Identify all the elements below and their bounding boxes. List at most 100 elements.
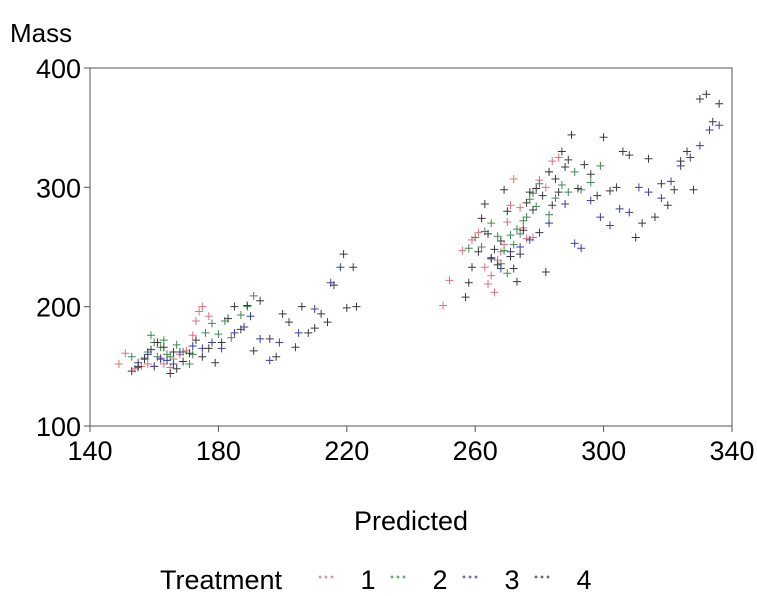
data-point-series-4 bbox=[593, 191, 602, 200]
legend-label-series-4: 4 bbox=[576, 565, 591, 595]
data-point-series-2 bbox=[172, 340, 181, 349]
data-point-series-1 bbox=[143, 359, 152, 368]
data-point-series-4 bbox=[573, 184, 582, 193]
data-point-series-1 bbox=[516, 203, 525, 212]
data-point-series-1 bbox=[554, 153, 563, 162]
data-point-series-2 bbox=[227, 333, 236, 342]
legend-marker-series-2 bbox=[402, 575, 406, 579]
legend-marker-series-2 bbox=[390, 575, 394, 579]
data-point-series-4 bbox=[695, 95, 704, 104]
data-point-series-4 bbox=[564, 155, 573, 164]
legend-marker-series-1 bbox=[318, 575, 322, 579]
legend-marker-series-3 bbox=[468, 575, 472, 579]
data-point-series-4 bbox=[516, 250, 525, 259]
data-point-series-4 bbox=[480, 200, 489, 209]
data-point-series-3 bbox=[294, 328, 303, 337]
data-point-series-3 bbox=[150, 362, 159, 371]
data-point-series-4 bbox=[323, 318, 332, 327]
data-point-series-2 bbox=[577, 185, 586, 194]
data-point-series-4 bbox=[519, 226, 528, 235]
data-point-series-2 bbox=[522, 213, 531, 222]
data-point-series-4 bbox=[670, 185, 679, 194]
data-point-series-4 bbox=[211, 358, 220, 367]
data-point-series-3 bbox=[715, 121, 724, 130]
data-point-series-4 bbox=[702, 90, 711, 99]
data-point-series-3 bbox=[577, 244, 586, 253]
data-point-series-4 bbox=[146, 345, 155, 354]
data-point-series-4 bbox=[217, 338, 226, 347]
data-point-series-4 bbox=[477, 214, 486, 223]
data-point-series-4 bbox=[506, 252, 515, 261]
legend-marker-series-1 bbox=[330, 575, 334, 579]
data-point-series-2 bbox=[564, 188, 573, 197]
y-tick-label: 200 bbox=[36, 293, 81, 323]
data-point-series-1 bbox=[458, 246, 467, 255]
data-point-series-4 bbox=[291, 343, 300, 352]
data-point-series-3 bbox=[310, 305, 319, 314]
data-point-series-3 bbox=[705, 126, 714, 135]
data-point-series-4 bbox=[528, 206, 537, 215]
data-point-series-3 bbox=[667, 177, 676, 186]
data-point-series-2 bbox=[214, 330, 223, 339]
data-point-series-2 bbox=[185, 359, 194, 368]
data-point-series-4 bbox=[265, 334, 274, 343]
y-tick-label: 400 bbox=[36, 54, 81, 84]
data-point-series-2 bbox=[249, 291, 258, 300]
data-point-series-4 bbox=[490, 245, 499, 254]
x-tick-label: 180 bbox=[196, 436, 241, 466]
data-point-series-4 bbox=[179, 357, 188, 366]
x-tick-label: 260 bbox=[453, 436, 498, 466]
data-point-series-4 bbox=[159, 343, 168, 352]
data-point-series-3 bbox=[657, 194, 666, 203]
data-point-series-3 bbox=[606, 221, 615, 230]
data-point-series-2 bbox=[166, 352, 175, 361]
data-point-series-3 bbox=[516, 243, 525, 251]
data-point-series-2 bbox=[525, 195, 534, 204]
data-point-series-2 bbox=[236, 311, 245, 320]
data-point-series-3 bbox=[625, 208, 634, 217]
data-point-series-1 bbox=[204, 312, 213, 321]
data-point-series-3 bbox=[695, 141, 704, 150]
data-point-series-3 bbox=[265, 356, 274, 365]
data-point-series-2 bbox=[159, 336, 168, 345]
data-point-series-4 bbox=[496, 237, 505, 246]
data-point-series-2 bbox=[519, 216, 528, 225]
axis-ticks: 140 180 220 260 300 340 100 200 300 400 bbox=[36, 54, 755, 466]
data-point-series-4 bbox=[461, 293, 470, 302]
data-point-series-1 bbox=[159, 359, 168, 368]
legend-marker-series-1 bbox=[324, 575, 328, 579]
data-point-series-4 bbox=[657, 179, 666, 188]
legend-marker-series-3 bbox=[462, 575, 466, 579]
data-point-series-4 bbox=[256, 296, 265, 305]
data-point-series-4 bbox=[185, 349, 194, 358]
data-point-series-4 bbox=[339, 250, 348, 259]
data-point-series-1 bbox=[480, 263, 489, 272]
data-point-series-4 bbox=[538, 191, 547, 200]
data-point-series-4 bbox=[464, 278, 473, 287]
data-point-series-1 bbox=[445, 276, 454, 285]
data-point-series-3 bbox=[207, 338, 216, 347]
legend-marker-series-4 bbox=[540, 575, 544, 579]
data-point-series-4 bbox=[278, 309, 287, 318]
data-point-series-4 bbox=[535, 228, 544, 237]
data-point-series-3 bbox=[156, 355, 165, 364]
data-point-series-4 bbox=[554, 188, 563, 197]
data-point-series-2 bbox=[464, 244, 473, 253]
data-point-series-2 bbox=[516, 229, 525, 238]
x-tick-label: 340 bbox=[709, 436, 754, 466]
data-point-series-4 bbox=[493, 260, 502, 269]
data-point-series-4 bbox=[512, 277, 521, 286]
data-point-series-4 bbox=[708, 117, 717, 126]
data-point-series-2 bbox=[477, 243, 486, 251]
data-point-series-2 bbox=[509, 240, 518, 249]
data-point-series-2 bbox=[528, 189, 537, 198]
data-point-series-4 bbox=[153, 338, 162, 347]
data-point-series-4 bbox=[561, 163, 570, 172]
data-point-series-2 bbox=[586, 178, 595, 187]
data-point-series-4 bbox=[509, 264, 518, 273]
data-point-series-1 bbox=[198, 302, 207, 311]
data-point-series-2 bbox=[512, 225, 521, 234]
data-point-series-4 bbox=[127, 367, 136, 376]
data-point-series-3 bbox=[188, 342, 197, 351]
